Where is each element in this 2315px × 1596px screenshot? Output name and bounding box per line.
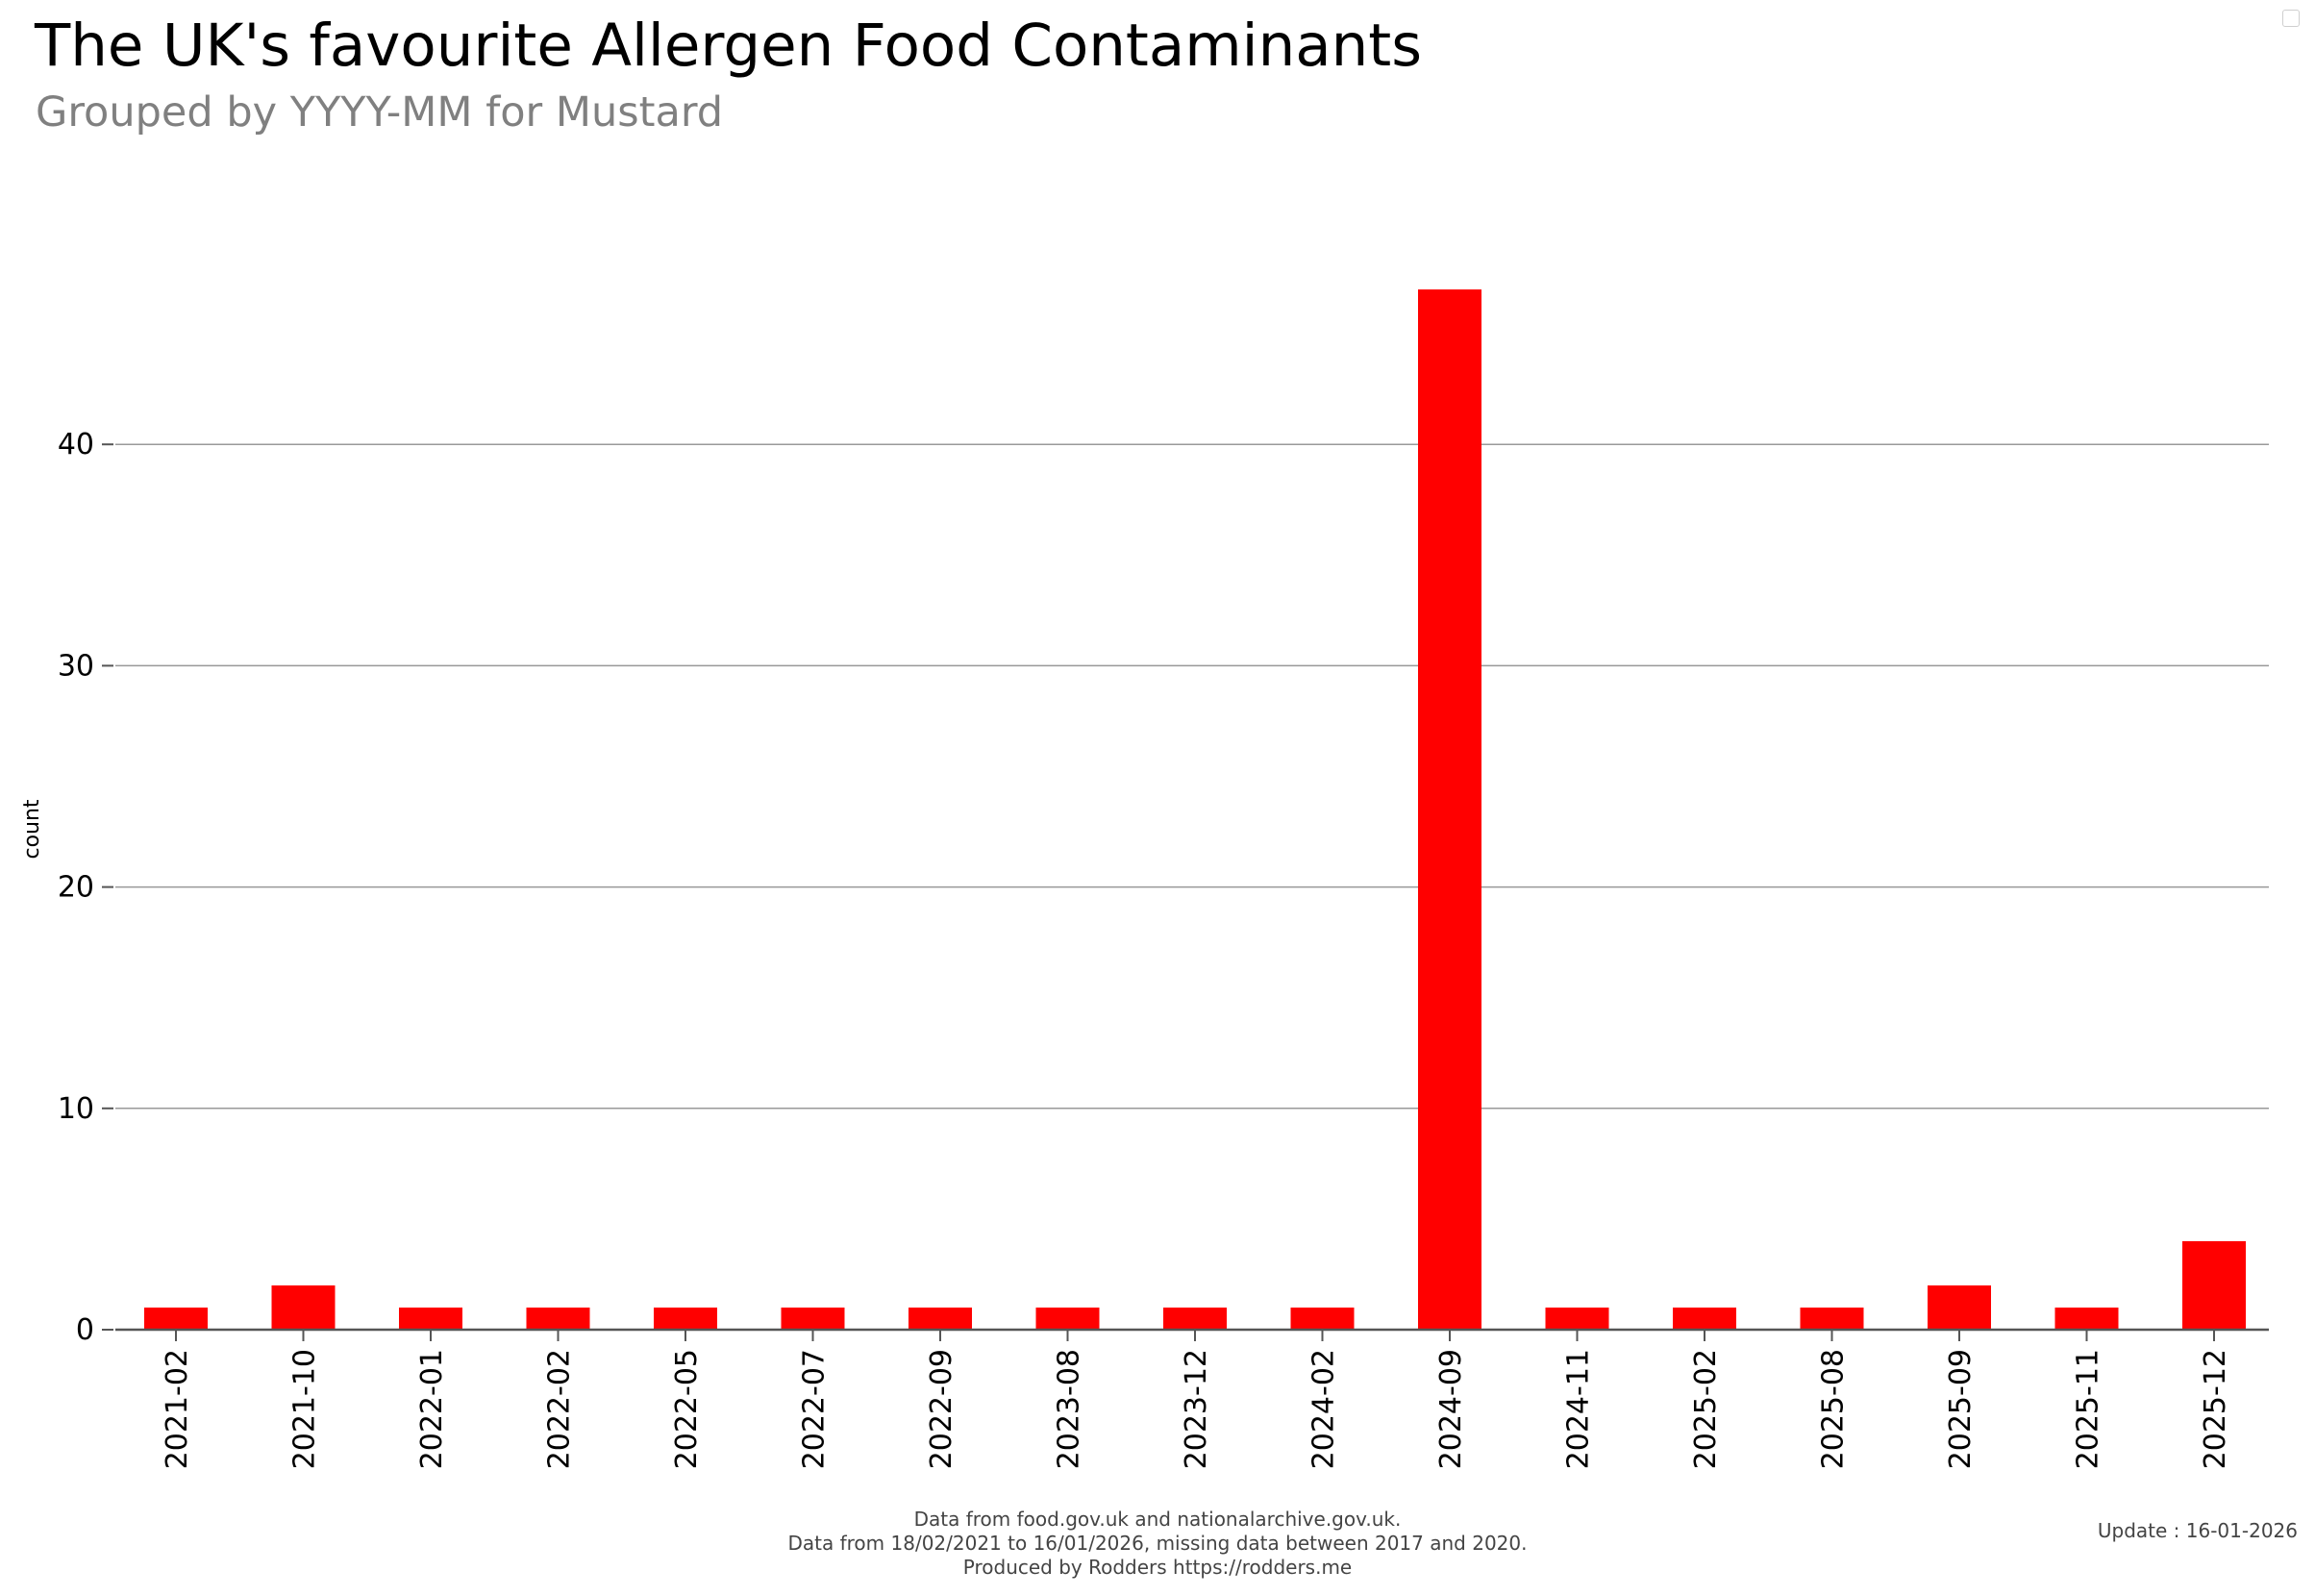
bar-2025-08[interactable]	[1800, 1307, 1864, 1330]
footer-credit: Produced by Rodders https://rodders.me	[962, 1556, 1353, 1579]
bar-2022-01[interactable]	[399, 1307, 462, 1330]
bar-2025-11[interactable]	[2054, 1307, 2119, 1330]
bar-2024-02[interactable]	[1290, 1307, 1355, 1330]
x-tick-label: 2023-08	[1053, 1349, 1086, 1469]
gridlines	[115, 443, 2269, 1110]
bar-2021-02[interactable]	[144, 1307, 208, 1330]
x-tick-label: 2022-05	[670, 1349, 704, 1469]
bar-2023-12[interactable]	[1163, 1307, 1227, 1330]
x-tick-label: 2025-11	[2072, 1349, 2105, 1469]
bar-2022-09[interactable]	[909, 1307, 972, 1330]
x-tick-label: 2025-08	[1817, 1349, 1851, 1469]
axes: 0 10 20 30 40 2021-02 2021-10 2022-01 2022-02 202…	[58, 428, 2269, 1469]
x-tick-label: 2025-12	[2199, 1349, 2232, 1469]
bar-2022-05[interactable]	[654, 1307, 717, 1330]
y-tick-label: 40	[58, 428, 94, 461]
x-tick-label: 2024-09	[1434, 1349, 1468, 1469]
legend-toggle-box[interactable]	[2282, 10, 2300, 27]
x-tick-label: 2021-10	[288, 1349, 322, 1469]
footer-date-range: Data from 18/02/2021 to 16/01/2026, miss…	[787, 1532, 1528, 1555]
x-tick-label: 2024-11	[1562, 1349, 1596, 1469]
bar-2024-09[interactable]	[1418, 289, 1481, 1330]
x-tick-label: 2025-02	[1689, 1349, 1723, 1469]
y-tick-label: 10	[58, 1092, 94, 1126]
y-tick-label: 20	[58, 871, 94, 905]
bar-2025-02[interactable]	[1673, 1307, 1736, 1330]
chart-title: The UK's favourite Allergen Food Contami…	[35, 12, 1423, 80]
bar-2022-07[interactable]	[781, 1307, 845, 1330]
update-stamp: Update : 16-01-2026	[2097, 1519, 2298, 1542]
bar-2024-11[interactable]	[1545, 1307, 1609, 1330]
bar-2022-02[interactable]	[526, 1307, 590, 1330]
y-tick-label: 0	[76, 1313, 94, 1347]
bar-2023-08[interactable]	[1035, 1307, 1100, 1330]
x-tick-label: 2024-02	[1307, 1349, 1341, 1469]
chart-subtitle: Grouped by YYYY-MM for Mustard	[36, 88, 724, 137]
x-tick-label: 2022-09	[925, 1349, 958, 1469]
x-tick-label: 2021-02	[161, 1349, 194, 1469]
y-tick-label: 30	[58, 649, 94, 683]
x-tick-label: 2023-12	[1180, 1349, 1213, 1469]
footer-source: Data from food.gov.uk and nationalarchiv…	[913, 1508, 1402, 1531]
bar-2025-09[interactable]	[1928, 1284, 1991, 1330]
y-axis-label: count	[20, 799, 44, 859]
bar-2021-10[interactable]	[271, 1284, 336, 1330]
bar-2025-12[interactable]	[2182, 1240, 2246, 1330]
x-tick-label: 2025-09	[1944, 1349, 1978, 1469]
x-tick-label: 2022-02	[543, 1349, 577, 1469]
x-tick-label: 2022-07	[798, 1349, 832, 1469]
x-tick-label: 2022-01	[415, 1349, 449, 1469]
bars	[144, 289, 2246, 1330]
